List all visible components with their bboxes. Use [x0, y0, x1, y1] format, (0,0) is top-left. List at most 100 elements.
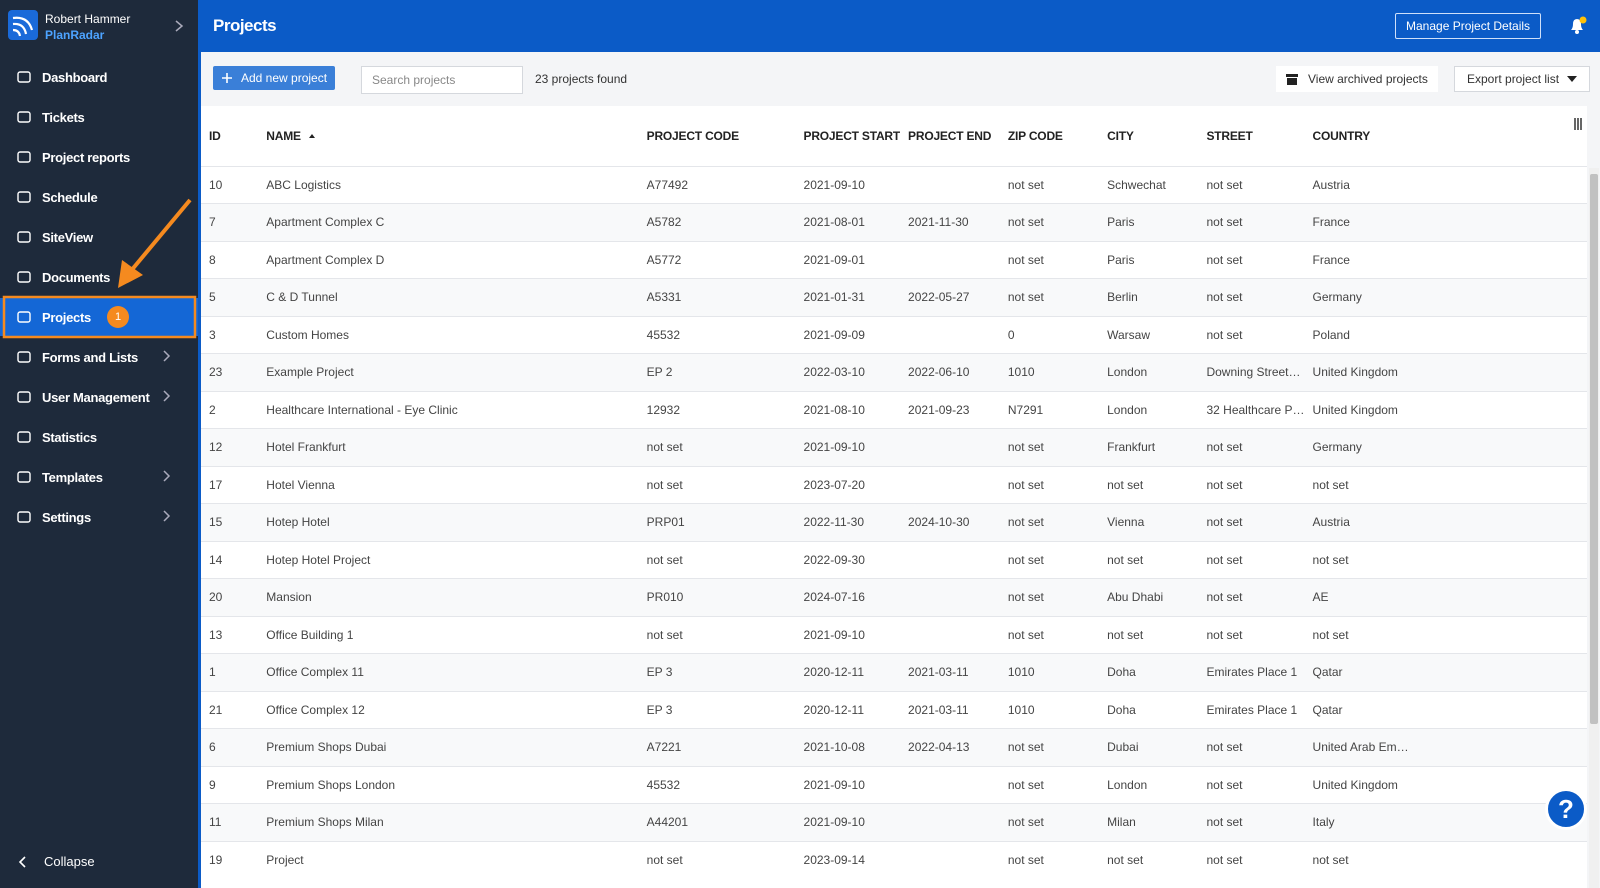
table-cell [900, 315, 1000, 354]
add-project-button[interactable]: Add new project [213, 66, 336, 90]
table-row[interactable]: 8 Apartment Complex D A5772 2021-09-01 not s… [201, 240, 1587, 279]
nav-icon [17, 271, 31, 283]
table-cell: Abu Dhabi [1099, 578, 1199, 616]
nav-icon-shape [17, 391, 31, 403]
table-body: 10 ABC Logistics A77492 2021-09-10 not set Sc… [201, 165, 1587, 879]
table-cell: not set [1198, 765, 1305, 804]
table-cell: not set [1099, 840, 1199, 879]
user-chevron[interactable] [174, 20, 184, 32]
table-cell: not set [999, 503, 1100, 541]
table-row[interactable]: 3 Custom Homes 45532 2021-09-09 0 Warsaw not s… [201, 315, 1587, 354]
column-header[interactable]: ZIP CODE [1000, 106, 1099, 166]
table-row[interactable]: 7 Apartment Complex C A5782 2021-08-01 2021-… [201, 203, 1587, 241]
column-header[interactable]: NAME [258, 106, 638, 166]
column-header[interactable]: ID [201, 106, 258, 166]
table-cell: A5772 [638, 240, 796, 279]
table-cell: not set [1198, 615, 1305, 654]
table-cell: not set [1198, 540, 1305, 579]
nav-label: SiteView [42, 229, 93, 245]
notification-bell[interactable] [1567, 16, 1587, 36]
table-row[interactable]: 17 Hotel Vienna not set 2023-07-20 not set no… [201, 465, 1587, 504]
table-cell: not set [999, 428, 1100, 466]
table-cell: Germany [1304, 278, 1587, 316]
table-cell: 2023-09-14 [795, 840, 901, 879]
table-cell [900, 240, 1000, 279]
table-cell: not set [999, 765, 1100, 804]
table-cell: Office Building 1 [258, 615, 639, 654]
nav-item[interactable]: Dashboard [0, 58, 198, 96]
table-cell [900, 803, 1000, 841]
table-row[interactable]: 1 Office Complex 11 EP 3 2020-12-11 2021-03-… [201, 653, 1587, 691]
column-header[interactable]: PROJECT START [796, 106, 901, 166]
manage-button[interactable]: Manage Project Details [1395, 13, 1542, 39]
table-cell: Premium Shops Dubai [258, 728, 639, 766]
nav-item[interactable]: Project reports [0, 138, 198, 176]
table-cell: Doha [1099, 690, 1199, 729]
nav-icon-shape [17, 431, 31, 443]
table-cell [900, 840, 1000, 879]
nav-icon-shape [17, 151, 31, 163]
nav-chevron [163, 390, 171, 402]
nav-item[interactable]: Statistics [0, 418, 198, 456]
nav-item[interactable]: Documents [0, 258, 198, 296]
column-header[interactable]: COUNTRY [1305, 106, 1587, 166]
nav-item[interactable]: Forms and Lists [0, 338, 198, 376]
nav-item[interactable]: User Management [0, 378, 198, 416]
nav-item[interactable]: Tickets [0, 98, 198, 136]
add-project-label: Add new project [241, 71, 328, 85]
table-cell: United Kingdom [1304, 765, 1587, 804]
column-header[interactable]: STREET [1198, 106, 1304, 166]
table-cell: Mansion [258, 578, 639, 616]
nav-icon [17, 351, 31, 363]
table-cell: not set [638, 840, 796, 879]
table-cell: Hotel Frankfurt [258, 428, 639, 466]
table-row[interactable]: 13 Office Building 1 not set 2021-09-10 not … [201, 615, 1587, 654]
nav-item[interactable]: Projects 1 [0, 298, 198, 336]
table-row[interactable]: 20 Mansion PR010 2024-07-16 not set Abu Dhabi… [201, 578, 1587, 616]
table-cell: PR010 [638, 578, 796, 616]
column-header[interactable]: PROJECT CODE [639, 106, 796, 166]
table-row[interactable]: 14 Hotep Hotel Project not set 2022-09-30 no… [201, 540, 1587, 579]
column-header[interactable]: CITY [1099, 106, 1198, 166]
nav-label: Dashboard [42, 69, 108, 85]
table-row[interactable]: 6 Premium Shops Dubai A7221 2021-10-08 2022-… [201, 728, 1587, 766]
table-row[interactable]: 21 Office Complex 12 EP 3 2020-12-11 2021-03… [201, 690, 1587, 729]
nav-icon [17, 391, 31, 403]
search-input[interactable]: Search projects [361, 66, 523, 94]
table-cell: Office Complex 11 [258, 653, 639, 691]
table-cell: not set [1198, 203, 1305, 241]
table-cell: London [1099, 390, 1199, 429]
nav-item[interactable]: SiteView [0, 218, 198, 256]
table-cell: not set [1198, 165, 1305, 204]
chevron-shape [163, 470, 171, 482]
nav-chevron [163, 510, 171, 522]
table-cell: not set [1198, 315, 1305, 354]
table-row[interactable]: 12 Hotel Frankfurt not set 2021-09-10 not se… [201, 428, 1587, 466]
table-row[interactable]: 9 Premium Shops London 45532 2021-09-10 not … [201, 765, 1587, 804]
help-button[interactable]: ? [1545, 788, 1587, 830]
archived-button[interactable]: View archived projects [1276, 66, 1438, 92]
nav-item[interactable]: Templates [0, 458, 198, 496]
table-row[interactable]: 11 Premium Shops Milan A44201 2021-09-10 not… [201, 803, 1587, 841]
table-row[interactable]: 10 ABC Logistics A77492 2021-09-10 not set Sc… [201, 165, 1587, 204]
column-header[interactable]: PROJECT END [900, 106, 1000, 166]
nav-icon-shape [17, 511, 31, 523]
nav-item[interactable]: Settings [0, 498, 198, 536]
export-button[interactable]: Export project list [1454, 66, 1591, 92]
table-row[interactable]: 15 Hotep Hotel PRP01 2022-11-30 2024-10-30 no… [201, 503, 1587, 541]
table-row[interactable]: 19 Project not set 2023-09-14 not set not set… [201, 840, 1587, 879]
nav-icon-shape [17, 351, 31, 363]
nav-item[interactable]: Schedule [0, 178, 198, 216]
table-row[interactable]: 23 Example Project EP 2 2022-03-10 2022-06-1… [201, 353, 1587, 391]
table-head: ID NAME PROJECT CODE PROJECT START PROJECT E… [201, 106, 1587, 166]
scrollbar[interactable] [1589, 168, 1599, 888]
column-settings[interactable] [1573, 118, 1583, 130]
export-label: Export project list [1467, 72, 1560, 86]
table-cell: 2021-08-10 [795, 390, 901, 429]
table-cell [900, 165, 1000, 204]
collapse-button[interactable]: Collapse [18, 854, 95, 869]
table-cell [900, 615, 1000, 654]
table-cell: not set [999, 578, 1100, 616]
table-row[interactable]: 2 Healthcare International - Eye Clinic 12… [201, 390, 1587, 429]
